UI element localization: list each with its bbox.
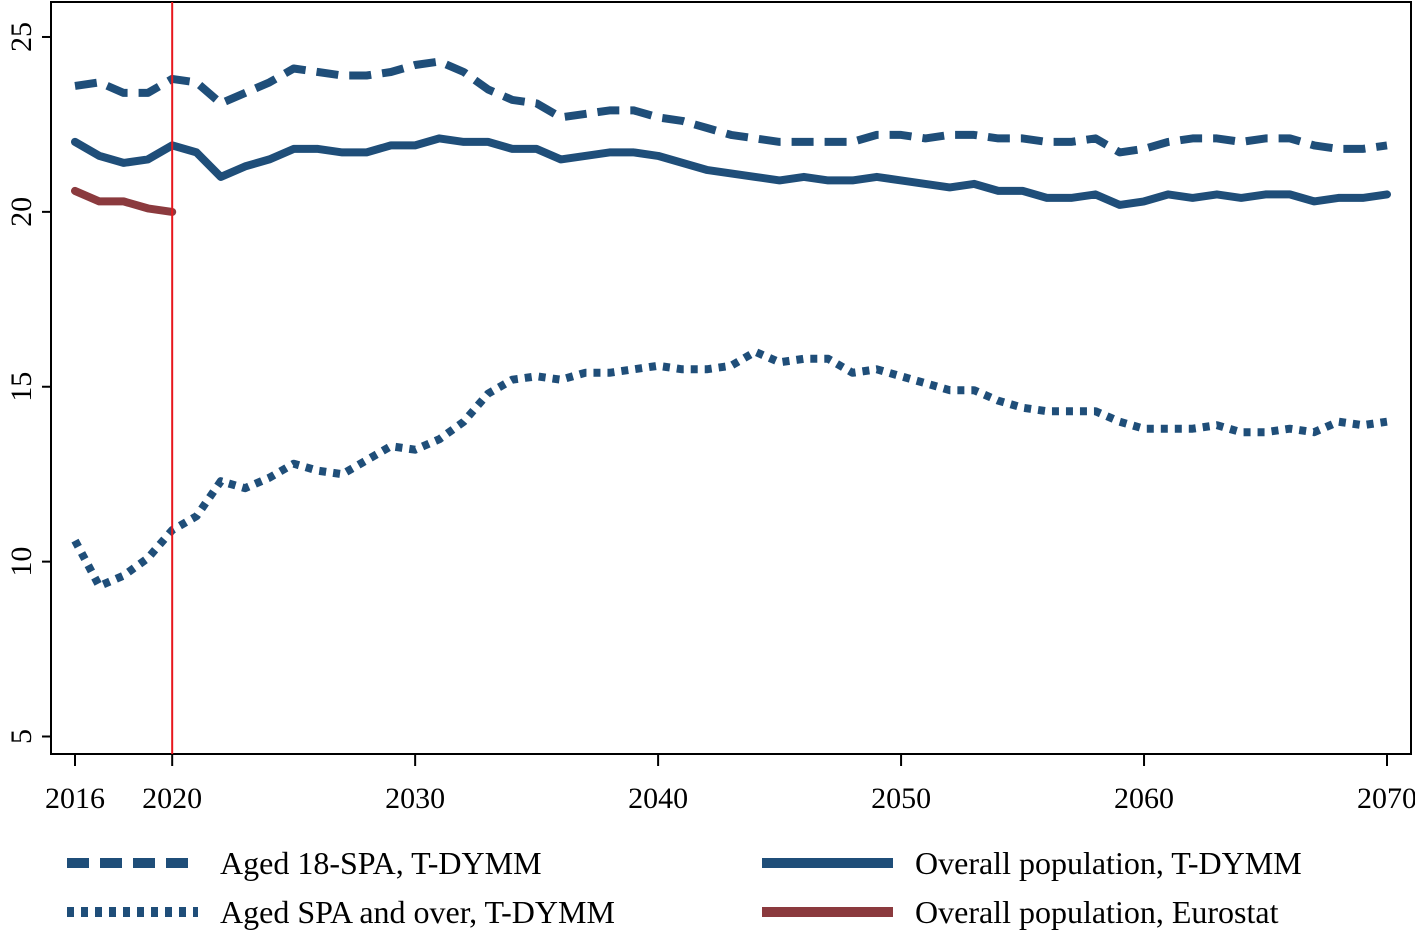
- y-tick-label: 5: [5, 729, 38, 744]
- series-line-3: [71, 134, 1391, 209]
- legend: Aged 18-SPA, T-DYMM Overall population, T…: [67, 845, 1302, 930]
- x-tick-label: 2050: [871, 782, 931, 815]
- legend-label-1: Aged 18-SPA, T-DYMM: [220, 845, 542, 881]
- y-tick-label: 10: [5, 547, 38, 577]
- x-tick-label: 2070: [1357, 782, 1415, 815]
- x-tick-label: 2060: [1114, 782, 1174, 815]
- y-axis: 5 10 15 20 25: [5, 22, 51, 744]
- series-lines: [71, 57, 1391, 591]
- legend-label-3: Overall population, T-DYMM: [915, 845, 1302, 881]
- y-tick-label: 25: [5, 22, 38, 52]
- x-tick-label: 2016: [45, 782, 105, 815]
- x-tick-label: 2040: [628, 782, 688, 815]
- series-line-2: [71, 347, 1388, 591]
- plot-frame: [50, 1, 1412, 755]
- legend-label-4: Overall population, Eurostat: [915, 894, 1279, 930]
- y-tick-label: 15: [5, 372, 38, 402]
- series-line-4: [71, 186, 177, 216]
- x-tick-label: 2030: [385, 782, 445, 815]
- y-tick-label: 20: [5, 197, 38, 227]
- legend-label-2: Aged SPA and over, T-DYMM: [220, 894, 615, 930]
- x-tick-label: 2020: [142, 782, 202, 815]
- series-line-1: [74, 57, 1388, 157]
- x-axis: 2016 2020 2030 2040 2050 2060 2070: [45, 754, 1415, 815]
